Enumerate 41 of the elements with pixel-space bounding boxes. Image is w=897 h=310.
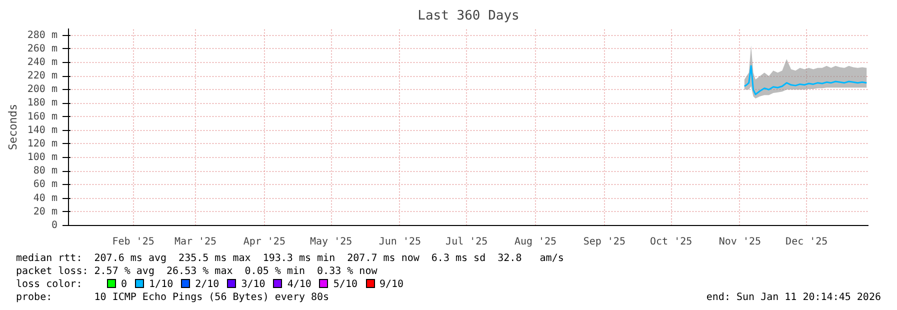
y-tick-label: 240 m [27,56,58,68]
x-tick-label: Jul '25 [446,236,488,248]
line-series [744,65,868,96]
x-tick-label: Jun '25 [378,236,422,248]
x-tick-label: Feb '25 [112,236,154,248]
y-tick-label: 200 m [27,84,58,96]
legend-title: loss color: [16,278,84,291]
y-tick-label: 140 m [27,124,58,136]
y-tick-label: 80 m [33,166,58,177]
y-tick-label: 20 m [33,206,58,218]
legend-label: 2/10 [195,279,220,290]
text: median rtt: 207.6 ms avg 235.5 ms max 193.3 ms min 207.7 ms now 6.3 ms sd 32.8 am/s [16,252,564,265]
y-tick-label: 40 m [33,192,58,204]
y-tick-label: 60 m [33,179,58,190]
legend-label: 9/10 [380,279,404,290]
legend-label: 3/10 [241,279,266,290]
text: probe: 10 ICMP Echo Pings (56 Bytes) every 80s [16,291,330,304]
legend-label: 1/10 [149,279,174,290]
y-tick-label: 0 [51,220,58,231]
x-tick-label: Dec '25 [786,236,828,248]
y-axis-title: Seconds [6,104,20,150]
text: packet loss: 2.57 % avg 26.53 % max 0.05 % min 0.33 % now [16,265,378,278]
text: end: Sun Jan 11 20:14:45 2026 [706,291,881,304]
x-tick-label: Mar '25 [174,236,217,248]
x-tick-label: Nov '25 [718,236,762,248]
legend-label: 0 [121,279,128,290]
y-tick-label: 120 m [27,138,58,150]
legend-label: 4/10 [287,279,312,290]
chart-title: Last 360 Days [418,8,520,24]
y-tick-label: 100 m [27,152,58,164]
x-tick-label: Aug '25 [514,236,557,248]
legend-label: 5/10 [333,279,358,290]
y-tick-label: 220 m [27,70,58,82]
y-tick-label: 180 m [27,98,58,109]
y-tick-label: 160 m [27,111,58,122]
x-tick-label: Oct '25 [650,236,692,248]
x-tick-label: Apr '25 [243,236,286,248]
x-tick-label: Sep '25 [583,236,626,248]
y-tick-label: 260 m [27,43,58,54]
y-tick-label: 280 m [27,30,58,41]
x-tick-label: May '25 [310,236,352,248]
